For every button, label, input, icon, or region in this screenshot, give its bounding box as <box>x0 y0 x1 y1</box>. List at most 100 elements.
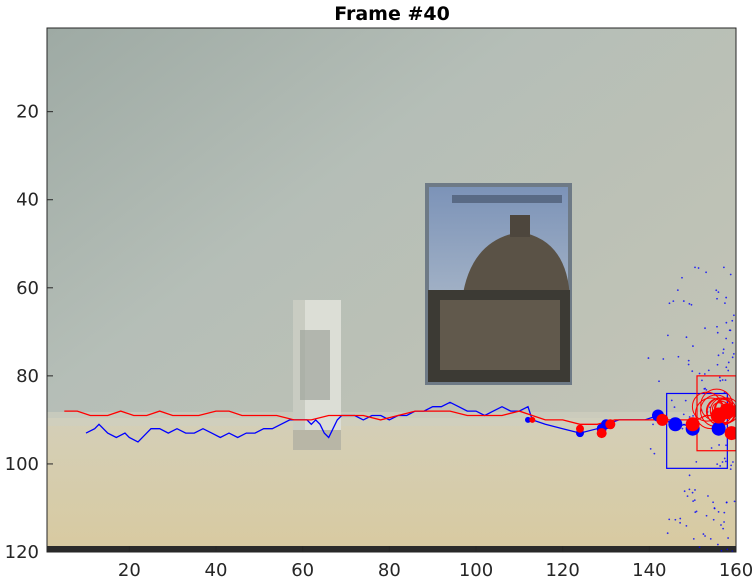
particle-point <box>709 537 712 540</box>
particle-point <box>695 510 698 513</box>
particle-point <box>692 414 694 417</box>
particle-point <box>673 406 676 408</box>
particle-point <box>731 341 734 344</box>
particle-point <box>725 321 728 324</box>
red-measurement-point <box>576 424 584 433</box>
x-tick-label: 80 <box>378 560 401 581</box>
particle-point <box>717 354 720 357</box>
particle-point <box>727 369 730 372</box>
particle-point <box>722 527 725 530</box>
red-measurement-point <box>719 403 736 420</box>
particle-point <box>719 379 722 382</box>
particle-point <box>731 319 734 322</box>
measurement-points <box>525 403 736 441</box>
particle-point <box>703 388 706 390</box>
particle-point <box>695 460 698 463</box>
x-tick-label: 120 <box>545 560 579 581</box>
red-measurement-point <box>656 413 669 426</box>
particle-point <box>725 501 728 504</box>
particle-point <box>723 521 725 523</box>
x-tick-label: 140 <box>632 560 666 581</box>
particle-point <box>722 266 725 269</box>
particle-point <box>677 355 680 358</box>
chart-title: Frame #40 <box>334 3 450 25</box>
particle-point <box>668 518 671 521</box>
particle-point <box>662 358 665 360</box>
particle-point <box>688 302 691 305</box>
particle-point <box>739 355 741 357</box>
particle-point <box>652 423 654 426</box>
particle-point <box>716 463 719 466</box>
particle-point <box>729 273 732 276</box>
x-tick-label: 20 <box>118 560 141 581</box>
particle-point <box>727 537 730 539</box>
particle-point <box>744 406 746 408</box>
particle-point <box>705 271 707 274</box>
particle-point <box>726 548 729 551</box>
particle-point <box>676 289 679 292</box>
axes-frame <box>46 27 737 553</box>
red-measurement-point <box>596 428 607 439</box>
particle-point <box>688 416 691 418</box>
particle-point <box>701 379 703 382</box>
particle-point <box>687 359 690 362</box>
y-tick-label: 60 <box>16 278 39 299</box>
particle-point <box>742 465 744 467</box>
particle-point <box>727 361 730 364</box>
particle-point <box>737 342 739 344</box>
particle-point <box>685 524 688 527</box>
particle-point <box>647 357 650 359</box>
blue-measurement-point <box>668 417 683 432</box>
particle-point <box>721 379 724 381</box>
particle-point <box>742 274 744 276</box>
red-measurement-point <box>605 419 616 430</box>
particle-point <box>723 457 726 460</box>
particle-point <box>729 468 732 471</box>
x-tick-label: 60 <box>291 560 314 581</box>
particle-point <box>721 461 724 463</box>
y-tick-label: 40 <box>16 190 39 211</box>
particle-point <box>720 524 722 526</box>
particle-point <box>686 495 689 497</box>
particle-point <box>692 345 694 347</box>
particle-point <box>672 300 675 303</box>
particle-point <box>719 465 722 467</box>
particle-point <box>716 331 719 334</box>
particle-point <box>681 427 684 430</box>
particle-point <box>658 380 660 383</box>
particle-point <box>738 439 740 441</box>
particle-point <box>681 276 683 279</box>
particle-point <box>705 388 708 391</box>
particle-point <box>724 379 727 382</box>
particle-point <box>723 511 726 514</box>
particle-point <box>693 499 696 502</box>
particle-point <box>716 363 719 366</box>
particle-point <box>717 291 720 294</box>
x-axis: 20 40 60 80 100 120 140 160 <box>118 546 753 581</box>
particle-point <box>707 369 710 372</box>
particle-point <box>684 399 687 402</box>
particle-point <box>683 490 686 493</box>
particle-point <box>649 448 652 450</box>
particle-point <box>682 300 685 302</box>
poster <box>425 183 572 385</box>
particle-point <box>704 535 706 537</box>
particle-point <box>670 399 673 402</box>
particle-point <box>692 500 695 503</box>
x-tick-label: 160 <box>719 560 753 581</box>
particle-point <box>679 521 682 524</box>
particle-point <box>688 488 691 491</box>
y-tick-label: 120 <box>5 542 39 563</box>
particle-point <box>733 500 736 503</box>
particle-point <box>739 514 741 516</box>
red-measurement-point <box>724 426 736 441</box>
particle-point <box>685 336 688 339</box>
particle-point <box>666 334 669 337</box>
particle-point <box>697 267 700 269</box>
background-camera-image <box>47 28 736 552</box>
particle-point <box>724 302 726 305</box>
blue-measurement-point <box>525 416 531 423</box>
particle-point <box>718 376 721 379</box>
particle-point <box>717 510 720 513</box>
